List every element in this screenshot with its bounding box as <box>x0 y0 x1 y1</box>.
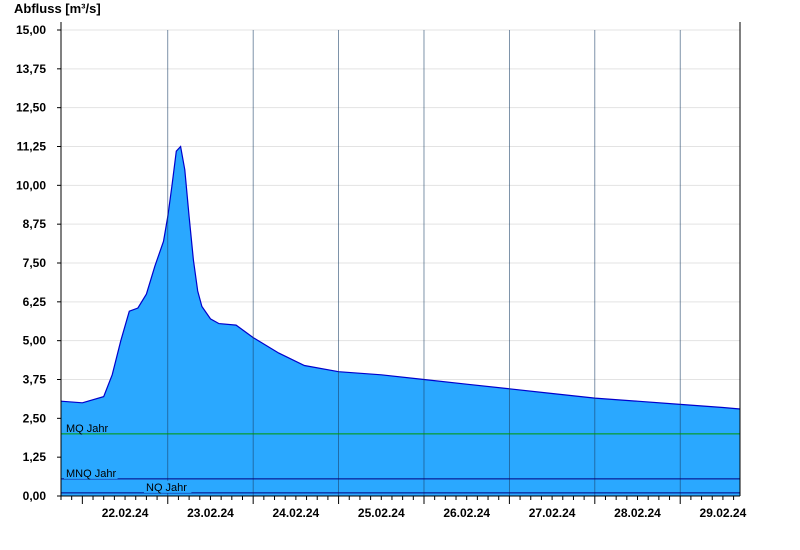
y-tick-label: 8,75 <box>23 217 47 231</box>
y-tick-label: 5,00 <box>23 334 47 348</box>
y-tick-label: 15,00 <box>16 23 46 37</box>
x-tick-label: 23.02.24 <box>187 506 234 520</box>
x-tick-label: 29.02.24 <box>700 506 747 520</box>
y-tick-label: 3,75 <box>23 373 47 387</box>
reference-line-label: MQ Jahr <box>66 423 109 435</box>
discharge-line <box>60 145 741 410</box>
x-tick-label: 26.02.24 <box>443 506 490 520</box>
y-tick-label: 6,25 <box>23 295 47 309</box>
y-tick-label: 10,00 <box>16 178 46 192</box>
x-tick-label: 24.02.24 <box>273 506 320 520</box>
axes <box>57 22 741 504</box>
y-tick-label: 11,25 <box>17 140 47 154</box>
y-tick-label: 1,25 <box>23 450 47 464</box>
x-tick-label: 28.02.24 <box>614 506 661 520</box>
reference-line-label: NQ Jahr <box>146 482 187 494</box>
reference-lines: MQ Jahr MNQ Jahr NQ Jahr <box>61 423 740 494</box>
data-area <box>60 145 741 496</box>
y-tick-label: 12,50 <box>16 101 46 115</box>
y-tick-labels: 0,00 1,25 2,50 3,75 5,00 6,25 7,50 8,75 10,00 11,… <box>16 23 46 503</box>
reference-label-bg <box>64 466 118 479</box>
y-tick-label: 2,50 <box>23 411 47 425</box>
y-tick-label: 7,50 <box>23 256 47 270</box>
x-tick-labels: 22.02.24 23.02.24 24.02.24 25.02.24 26.02.24… <box>102 506 747 520</box>
discharge-area <box>61 146 740 496</box>
x-tick-label: 22.02.24 <box>102 506 149 520</box>
y-tick-label: 0,00 <box>23 489 47 503</box>
x-tick-label: 25.02.24 <box>358 506 405 520</box>
x-tick-label: 27.02.24 <box>529 506 576 520</box>
y-axis-label: Abfluss [m³/s] <box>14 1 101 16</box>
reference-line-label: MNQ Jahr <box>66 468 116 480</box>
y-tick-label: 13,75 <box>16 62 46 76</box>
day-divider-lines <box>167 30 681 496</box>
reference-label-bg <box>144 480 192 493</box>
